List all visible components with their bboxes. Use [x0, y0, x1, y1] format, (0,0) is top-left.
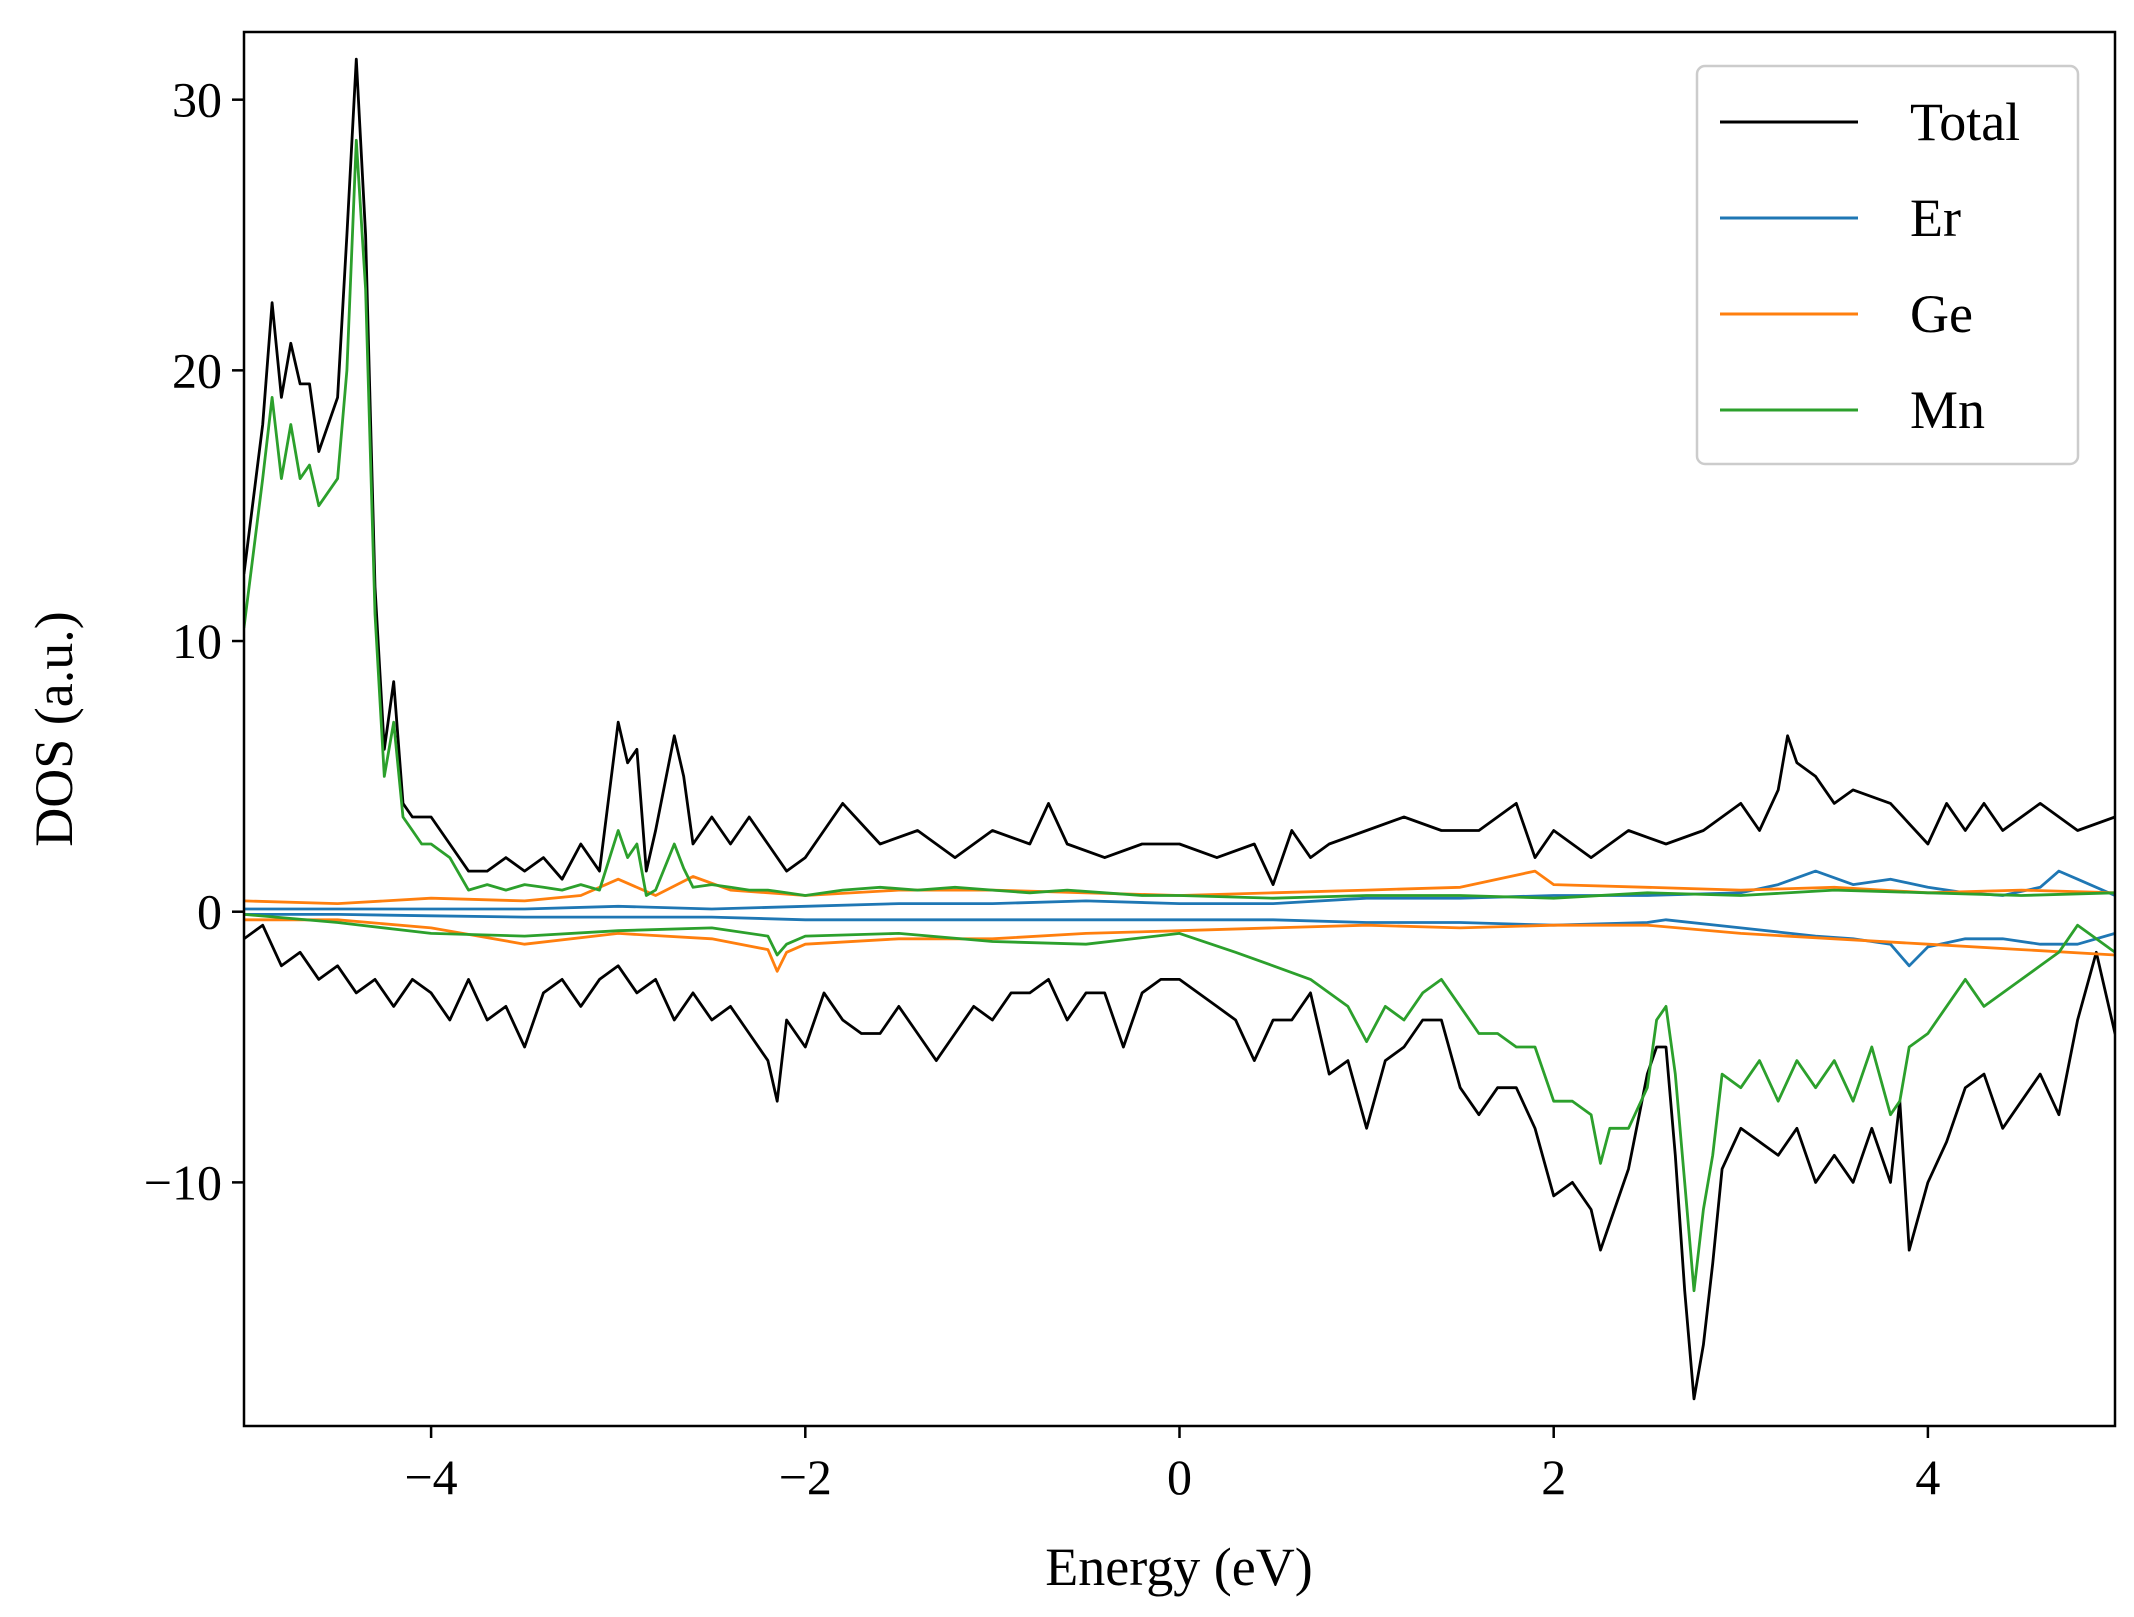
legend-label-mn: Mn: [1910, 380, 1985, 440]
series-layer: [244, 57, 2115, 1401]
y-tick-label: 30: [172, 72, 222, 128]
series-line-er-spin-down: [244, 913, 2115, 968]
x-tick-label: 4: [1915, 1449, 1940, 1505]
x-axis: −4 −2 0 2 4: [404, 1426, 1940, 1505]
y-tick-label: 0: [197, 884, 222, 940]
legend-label-ge: Ge: [1910, 284, 1973, 344]
legend: Total Er Ge Mn: [1695, 64, 2080, 466]
y-axis: −10 0 10 20 30: [144, 72, 244, 1210]
series-line-total-spin-down: [244, 923, 2115, 1401]
y-tick-label: 20: [172, 342, 222, 398]
x-axis-label: Energy (eV): [1045, 1537, 1312, 1597]
x-tick-label: −2: [779, 1449, 832, 1505]
series-line-mn-spin-up: [244, 138, 2115, 900]
legend-label-total: Total: [1910, 92, 2020, 152]
y-tick-label: 10: [172, 613, 222, 669]
series-line-ge-spin-down: [244, 918, 2115, 973]
series-line-mn-spin-down: [244, 913, 2115, 1293]
series-line-total-spin-up: [244, 57, 2115, 886]
legend-box: [1695, 64, 2080, 466]
x-tick-label: −4: [404, 1449, 457, 1505]
y-tick-label: −10: [144, 1154, 222, 1210]
legend-label-er: Er: [1910, 188, 1961, 248]
y-axis-label: DOS (a.u.): [24, 611, 84, 846]
x-tick-label: 0: [1167, 1449, 1192, 1505]
x-tick-label: 2: [1541, 1449, 1566, 1505]
